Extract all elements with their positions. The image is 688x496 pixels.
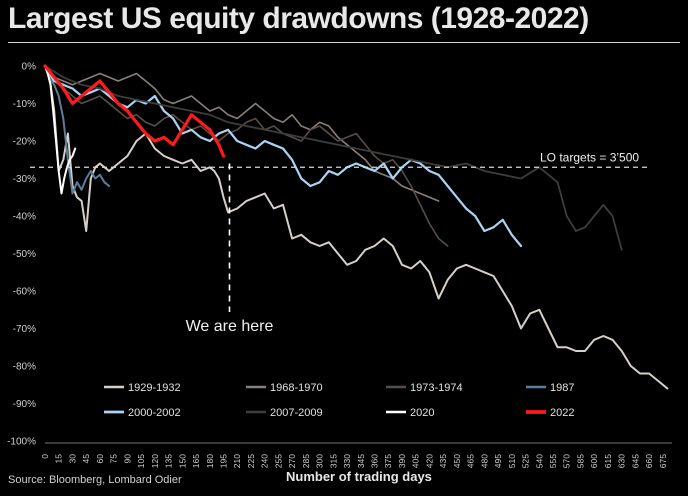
x-tick-label: 330 (342, 454, 352, 468)
chart-annotations: LO targets = 3’500 We are here (30, 150, 650, 335)
series-line-2007-2009 (44, 65, 623, 251)
annotation-label: We are here (186, 318, 274, 335)
x-tick-label: 465 (466, 454, 476, 468)
x-tick-label: 480 (479, 454, 489, 468)
x-tick-label: 60 (95, 454, 105, 464)
y-tick-label: -20% (13, 137, 36, 148)
chart-axes: 0% -10% -20% -30% -40% -50% -60% -70% -80% -90% -1… (7, 62, 672, 468)
legend-label-1968-1970: 1968-1970 (270, 382, 323, 394)
x-tick-label: 270 (287, 454, 297, 468)
x-tick-label: 615 (603, 454, 613, 468)
x-tick-label: 135 (164, 454, 174, 468)
x-tick-label: 675 (658, 454, 668, 468)
x-tick-label: 360 (370, 454, 380, 468)
x-tick-label: 105 (136, 454, 146, 468)
y-tick-label: -100% (7, 437, 36, 448)
y-tick-label: -60% (13, 287, 36, 298)
x-tick-label: 120 (150, 454, 160, 468)
x-tick-label: 660 (644, 454, 654, 468)
legend-label-2000-2002: 2000-2002 (128, 407, 181, 419)
series-lines (43, 64, 669, 390)
y-tick-label: 0% (22, 62, 37, 73)
x-tick-label: 165 (191, 454, 201, 468)
x-tick-label: 300 (315, 454, 325, 468)
x-tick-label: 375 (383, 454, 393, 468)
x-tick-label: 585 (575, 454, 585, 468)
x-tick-label: 90 (122, 454, 132, 464)
chart-title: Largest US equity drawdowns (1928-2022) (8, 2, 589, 35)
x-tick-label: 630 (617, 454, 627, 468)
y-tick-label: -80% (13, 362, 36, 373)
legend-label-2020: 2020 (410, 407, 434, 419)
x-tick-label: 0 (40, 454, 50, 459)
legend-label-2022: 2022 (550, 407, 574, 419)
chart-legend: 1929-1932 1968-1970 1973-1974 1987 2000-2002… (104, 382, 574, 419)
x-tick-label: 150 (177, 454, 187, 468)
legend-label-2007-2009: 2007-2009 (270, 407, 323, 419)
y-tick-label: -70% (13, 324, 36, 335)
legend-label-1987: 1987 (550, 382, 574, 394)
x-tick-label: 285 (301, 454, 311, 468)
series-line-2022 (43, 64, 226, 158)
source-note: Source: Bloomberg, Lombard Odier (8, 474, 182, 486)
y-tick-label: -50% (13, 249, 36, 260)
series-line-2000-2002 (43, 64, 523, 248)
y-tick-label: -10% (13, 99, 36, 110)
series-line-1968-1970 (44, 65, 440, 202)
y-tick-label: -30% (13, 174, 36, 185)
x-tick-label: 30 (67, 454, 77, 464)
x-tick-label: 570 (562, 454, 572, 468)
series-line-2020 (44, 65, 77, 195)
x-tick-label: 405 (411, 454, 421, 468)
x-tick-label: 390 (397, 454, 407, 468)
legend-label-1973-1974: 1973-1974 (410, 382, 463, 394)
x-tick-label: 195 (218, 454, 228, 468)
x-tick-label: 315 (328, 454, 338, 468)
x-tick-label: 525 (521, 454, 531, 468)
x-tick-label: 15 (54, 454, 64, 464)
reference-line-label: LO targets = 3’500 (540, 150, 639, 164)
x-tick-label: 225 (246, 454, 256, 468)
x-tick-label: 240 (260, 454, 270, 468)
series-line-1929-1932 (44, 65, 669, 390)
x-tick-label: 345 (356, 454, 366, 468)
x-tick-label: 255 (273, 454, 283, 468)
legend-label-1929-1932: 1929-1932 (128, 382, 181, 394)
x-tick-label: 450 (452, 454, 462, 468)
x-tick-label: 45 (81, 454, 91, 464)
series-line-1987 (44, 65, 111, 195)
x-tick-label: 600 (589, 454, 599, 468)
x-axis-label: Number of trading days (286, 469, 432, 484)
y-tick-label: -90% (13, 399, 36, 410)
x-tick-label: 645 (630, 454, 640, 468)
x-tick-label: 510 (507, 454, 517, 468)
x-tick-label: 495 (493, 454, 503, 468)
x-tick-label: 210 (232, 454, 242, 468)
x-tick-label: 555 (548, 454, 558, 468)
y-tick-label: -40% (13, 212, 36, 223)
title-rule (8, 42, 680, 43)
x-tick-label: 420 (424, 454, 434, 468)
x-tick-label: 75 (109, 454, 119, 464)
series-line-1973-1974 (44, 65, 449, 247)
x-tick-label: 435 (438, 454, 448, 468)
x-tick-label: 540 (534, 454, 544, 468)
x-tick-label: 180 (205, 454, 215, 468)
